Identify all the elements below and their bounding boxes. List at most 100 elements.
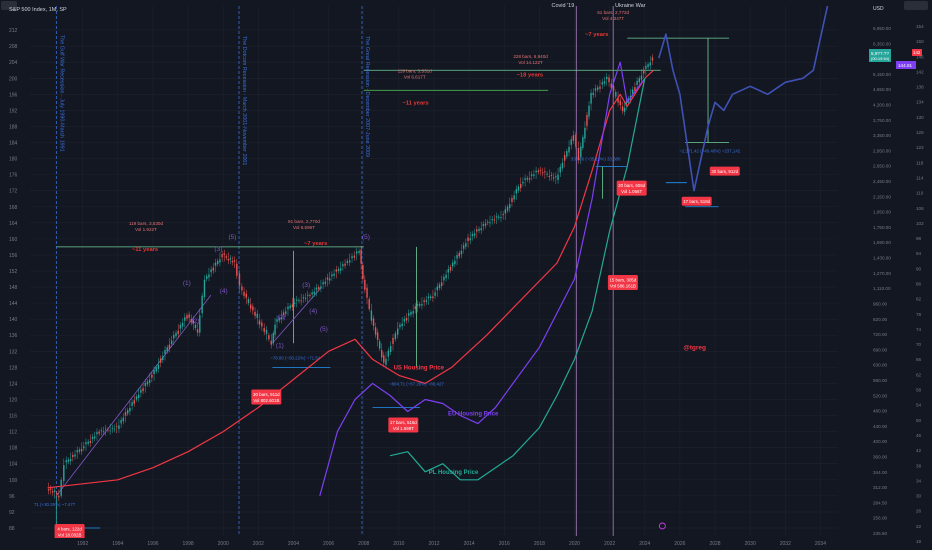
- x-tick-label: 1994: [112, 541, 123, 547]
- left-tick-label: 196: [9, 92, 18, 98]
- candle: [597, 87, 599, 90]
- candle: [458, 252, 460, 257]
- candle: [487, 221, 489, 223]
- right-axis-2-tick: 98: [916, 236, 922, 241]
- candle: [333, 273, 335, 276]
- candle: [102, 431, 105, 433]
- recession-label: The Great Recession - December 2007-June…: [364, 36, 370, 157]
- candle: [584, 127, 586, 139]
- candle: [83, 446, 85, 449]
- candle: [356, 251, 358, 254]
- candle: [320, 286, 322, 289]
- candle: [594, 88, 597, 91]
- candle: [430, 296, 432, 299]
- candle: [282, 312, 285, 315]
- period-label: ~7 years: [304, 241, 327, 247]
- candle: [219, 259, 221, 263]
- left-tick-label: 140: [9, 317, 18, 323]
- stat-box-bg: [251, 389, 282, 405]
- candle: [249, 304, 252, 309]
- wave-label: (1): [183, 280, 191, 287]
- left-tick-label: 136: [9, 333, 18, 339]
- left-tick-label: 124: [9, 381, 18, 387]
- candle: [539, 169, 542, 171]
- candle: [181, 322, 184, 327]
- candle: [504, 209, 507, 214]
- x-tick-label: 2012: [428, 541, 439, 547]
- candle: [480, 228, 482, 231]
- candle: [208, 274, 210, 278]
- candle: [252, 306, 254, 311]
- candle: [575, 134, 577, 147]
- candle: [159, 358, 162, 363]
- candle: [484, 223, 487, 226]
- candle: [54, 490, 56, 492]
- candle: [223, 253, 225, 255]
- left-tick-label: 176: [9, 173, 18, 179]
- right-axis-1-tick: 6,950.00: [873, 26, 891, 31]
- right-axis-menu-button[interactable]: [904, 1, 928, 10]
- candle: [170, 340, 173, 344]
- stat-box-text: Vol 1.056T: [621, 189, 642, 194]
- candle: [399, 324, 401, 328]
- right-axis-1-tick: 6,350.00: [873, 41, 891, 46]
- left-axis-menu-button[interactable]: [1, 1, 17, 10]
- left-tick-label: 128: [9, 365, 18, 371]
- candle: [58, 495, 60, 498]
- right-axis-2-tick: 130: [916, 115, 924, 120]
- candle: [491, 219, 493, 221]
- stat-box-bg: [616, 180, 647, 196]
- candle: [155, 367, 157, 372]
- candle: [221, 254, 223, 258]
- left-tick-label: 120: [9, 397, 18, 403]
- candle: [427, 296, 430, 299]
- candle: [186, 315, 188, 319]
- candle: [389, 345, 392, 353]
- right-axis-1-tick: 4,650.00: [873, 87, 891, 92]
- x-tick-label: 1992: [77, 541, 88, 547]
- candle: [478, 228, 480, 231]
- candle: [307, 294, 309, 296]
- right-axis-1-tick: 3,750.00: [873, 118, 891, 123]
- projection-line: [658, 5, 829, 192]
- candle: [541, 172, 544, 174]
- candle: [261, 322, 263, 327]
- right-axis-2-tick: 142: [916, 69, 924, 74]
- recession-label: The Dotcom Recession - March 2001-Novemb…: [241, 36, 247, 165]
- x-tick-label: 2006: [323, 541, 334, 547]
- candle: [285, 311, 287, 314]
- price-badge-timer: (00:19:54): [871, 56, 890, 61]
- event-label-ukraine: Ukraine War: [615, 3, 646, 9]
- candle: [270, 340, 272, 345]
- candle: [467, 237, 469, 241]
- candle: [647, 64, 649, 68]
- candle: [599, 86, 601, 89]
- candle: [151, 374, 153, 378]
- candle: [568, 146, 570, 153]
- right-axis-2-tick: 114: [916, 175, 924, 180]
- candle: [603, 81, 606, 84]
- watermark: @tgreg: [683, 344, 706, 351]
- candle: [370, 310, 373, 321]
- candle: [405, 317, 408, 321]
- candle: [140, 389, 142, 393]
- candle: [449, 266, 452, 271]
- candle: [566, 151, 568, 157]
- candle: [313, 291, 316, 294]
- candle: [396, 328, 399, 335]
- left-tick-label: 188: [9, 124, 18, 130]
- candle: [49, 488, 52, 490]
- wave-label: (3): [302, 282, 310, 289]
- candle: [506, 206, 509, 211]
- right-axis-2-tick: 146: [916, 54, 924, 59]
- right-axis-1-tick: 256.00: [873, 516, 887, 521]
- right-axis-1-tick: 2,450.00: [873, 179, 891, 184]
- wave-channel-line: [56, 294, 212, 497]
- right-axis-1-tick: 630.00: [873, 363, 887, 368]
- x-tick-label: 1996: [147, 541, 158, 547]
- candle: [489, 222, 491, 224]
- x-tick-label: 2024: [639, 541, 650, 547]
- candle: [47, 489, 50, 491]
- candle: [188, 314, 190, 318]
